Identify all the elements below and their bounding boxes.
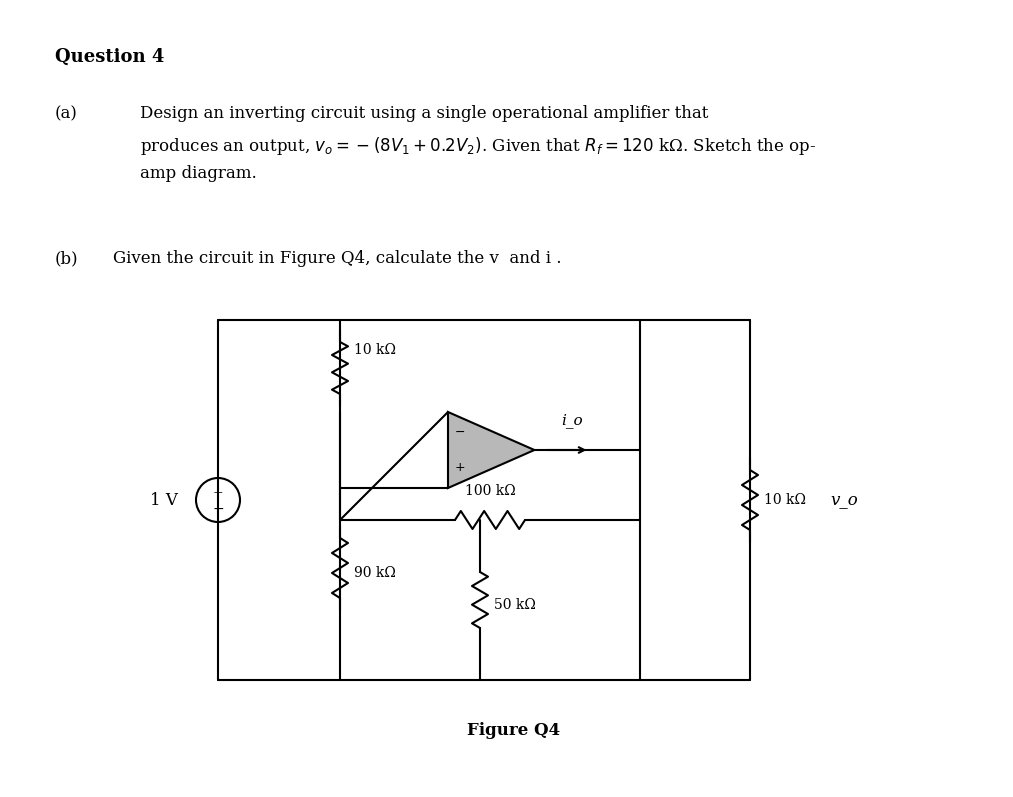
Text: Figure Q4: Figure Q4 bbox=[467, 722, 560, 739]
Text: Given the circuit in Figure Q4, calculate the v  and i .: Given the circuit in Figure Q4, calculat… bbox=[113, 250, 561, 267]
Polygon shape bbox=[448, 412, 535, 488]
Text: 50 kΩ: 50 kΩ bbox=[494, 598, 536, 612]
Text: 10 kΩ: 10 kΩ bbox=[764, 493, 806, 507]
Text: +: + bbox=[455, 461, 465, 473]
Text: −: − bbox=[455, 426, 465, 439]
Text: 1 V: 1 V bbox=[150, 492, 178, 508]
Text: 10 kΩ: 10 kΩ bbox=[354, 343, 396, 357]
Text: Question 4: Question 4 bbox=[55, 48, 164, 66]
Text: 90 kΩ: 90 kΩ bbox=[354, 566, 396, 580]
Text: (b): (b) bbox=[55, 250, 79, 267]
Text: produces an output, $v_o = -(8V_1 + 0.2V_2)$. Given that $R_f = 120$ kΩ. Sketch : produces an output, $v_o = -(8V_1 + 0.2V… bbox=[140, 135, 816, 157]
Text: (a): (a) bbox=[55, 105, 78, 122]
Text: +: + bbox=[213, 486, 223, 500]
Text: amp diagram.: amp diagram. bbox=[140, 165, 256, 182]
Text: −: − bbox=[212, 502, 224, 516]
Text: 100 kΩ: 100 kΩ bbox=[465, 484, 516, 498]
Text: Design an inverting circuit using a single operational amplifier that: Design an inverting circuit using a sing… bbox=[140, 105, 708, 122]
Text: v_o: v_o bbox=[830, 492, 858, 508]
Text: i_o: i_o bbox=[561, 413, 582, 428]
